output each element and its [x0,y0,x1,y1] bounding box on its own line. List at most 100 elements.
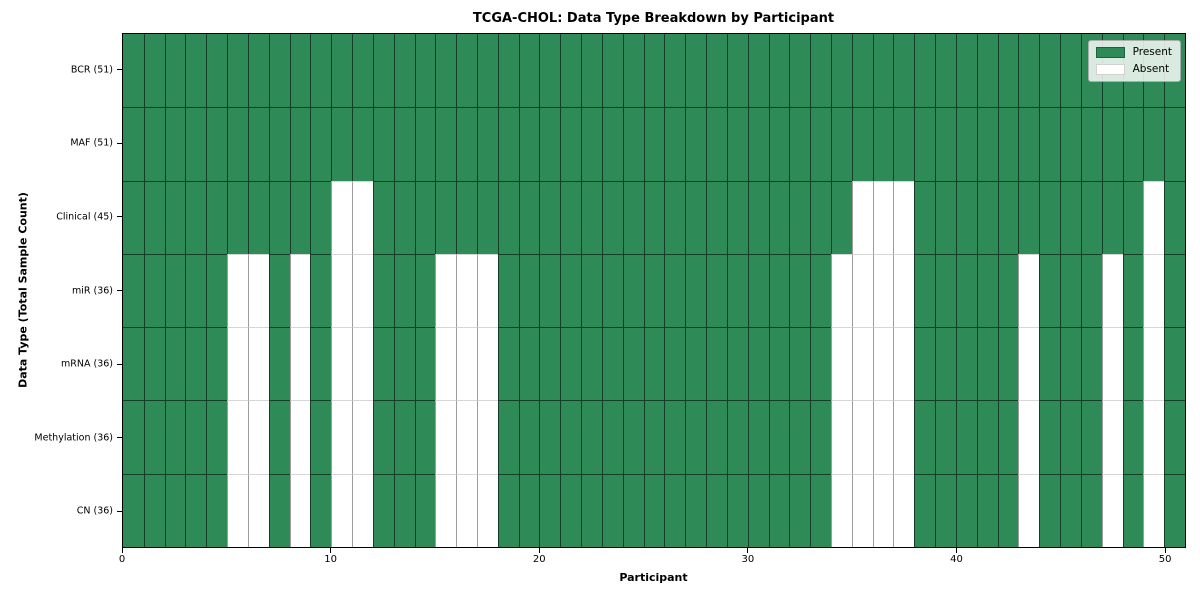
cell-Methylation-participant-2 [164,400,186,474]
cell-mRNA-participant-16 [456,327,477,401]
cell-MAF-participant-18 [497,107,519,181]
cell-Methylation-participant-5 [227,400,248,474]
cell-BCR-participant-19 [518,34,540,108]
cell-Methylation-participant-25 [643,400,665,474]
cell-miR-participant-26 [664,253,686,328]
cell-miR-participant-12 [372,253,394,328]
cell-Clinical-participant-16 [456,180,477,254]
cell-miR-participant-36 [872,253,894,328]
cell-Clinical-participant-9 [310,180,332,254]
cell-miR-participant-46 [1080,253,1102,328]
cell-CN-participant-45 [1060,473,1081,547]
cell-MAF-participant-14 [414,107,436,181]
cell-MAF-participant-24 [622,107,644,181]
cell-Clinical-participant-36 [872,180,894,254]
cell-Clinical-participant-10 [331,180,353,254]
cell-Methylation-participant-12 [372,400,394,474]
cell-mRNA-participant-13 [393,327,415,401]
cell-Methylation-participant-37 [893,400,915,474]
cell-CN-participant-33 [810,473,831,547]
cell-mRNA-participant-28 [706,327,727,401]
cell-mRNA-participant-6 [247,327,269,401]
cell-Clinical-participant-38 [914,180,936,254]
cell-MAF-participant-50 [1164,107,1185,181]
cell-Methylation-participant-35 [851,400,873,474]
cell-CN-participant-23 [601,473,623,547]
cell-BCR-participant-31 [768,34,790,108]
cell-BCR-participant-22 [581,34,602,108]
cell-miR-participant-17 [477,253,498,328]
cell-CN-participant-50 [1164,473,1185,547]
cell-CN-participant-36 [872,473,894,547]
cell-BCR-participant-24 [622,34,644,108]
cell-MAF-participant-16 [456,107,477,181]
cell-miR-participant-37 [893,253,915,328]
cell-MAF-participant-25 [643,107,665,181]
x-tick-mark-30 [747,548,749,553]
cell-BCR-participant-0 [123,34,144,108]
cell-Methylation-participant-10 [331,400,353,474]
cell-MAF-participant-0 [123,107,144,181]
cell-Clinical-participant-40 [955,180,977,254]
legend-item-absent: Absent [1095,63,1172,76]
cell-mRNA-participant-43 [1018,327,1040,401]
y-tick-label-Clinical: Clinical (45) [56,211,113,223]
cell-Clinical-participant-15 [435,180,457,254]
cell-miR-participant-0 [123,253,144,328]
cell-CN-participant-21 [560,473,582,547]
cell-mRNA-participant-41 [976,327,998,401]
cell-mRNA-participant-5 [227,327,248,401]
cell-BCR-participant-20 [539,34,561,108]
cell-BCR-participant-43 [1018,34,1040,108]
cell-miR-participant-9 [310,253,332,328]
cell-Methylation-participant-46 [1080,400,1102,474]
cell-BCR-participant-41 [976,34,998,108]
cell-CN-participant-11 [352,473,373,547]
cell-Clinical-participant-22 [581,180,602,254]
x-axis-label: Participant [619,571,688,584]
cell-mRNA-participant-1 [143,327,165,401]
y-tick-mark-Clinical [117,216,122,218]
cell-BCR-participant-32 [789,34,811,108]
cell-miR-participant-18 [497,253,519,328]
cell-CN-participant-4 [206,473,228,547]
cell-miR-participant-44 [1039,253,1061,328]
cell-MAF-participant-20 [539,107,561,181]
cell-MAF-participant-3 [185,107,207,181]
cell-MAF-participant-12 [372,107,394,181]
cell-Methylation-participant-27 [685,400,707,474]
cell-mRNA-participant-40 [955,327,977,401]
cell-CN-participant-27 [685,473,707,547]
cell-MAF-participant-6 [247,107,269,181]
cell-CN-participant-29 [726,473,748,547]
cell-miR-participant-1 [143,253,165,328]
cell-Clinical-participant-21 [560,180,582,254]
cell-MAF-participant-26 [664,107,686,181]
cell-Clinical-participant-46 [1080,180,1102,254]
cell-Methylation-participant-8 [289,400,311,474]
cell-Methylation-participant-31 [768,400,790,474]
cell-miR-participant-25 [643,253,665,328]
cell-BCR-participant-38 [914,34,936,108]
cell-BCR-participant-44 [1039,34,1061,108]
cell-BCR-participant-18 [497,34,519,108]
cell-Clinical-participant-47 [1101,180,1123,254]
cell-CN-participant-44 [1039,473,1061,547]
cell-CN-participant-30 [747,473,769,547]
cell-mRNA-participant-15 [435,327,457,401]
cell-mRNA-participant-18 [497,327,519,401]
cell-MAF-participant-36 [872,107,894,181]
cell-miR-participant-7 [268,253,290,328]
cell-MAF-participant-37 [893,107,915,181]
y-tick-label-MAF: MAF (51) [70,137,113,149]
cell-mRNA-participant-46 [1080,327,1102,401]
cell-mRNA-participant-32 [789,327,811,401]
cell-Methylation-participant-22 [581,400,602,474]
cell-BCR-participant-35 [851,34,873,108]
cell-Clinical-participant-31 [768,180,790,254]
cell-CN-participant-34 [831,473,852,547]
cell-Clinical-participant-24 [622,180,644,254]
cell-mRNA-participant-36 [872,327,894,401]
legend-swatch-absent [1095,64,1125,75]
cell-CN-participant-7 [268,473,290,547]
